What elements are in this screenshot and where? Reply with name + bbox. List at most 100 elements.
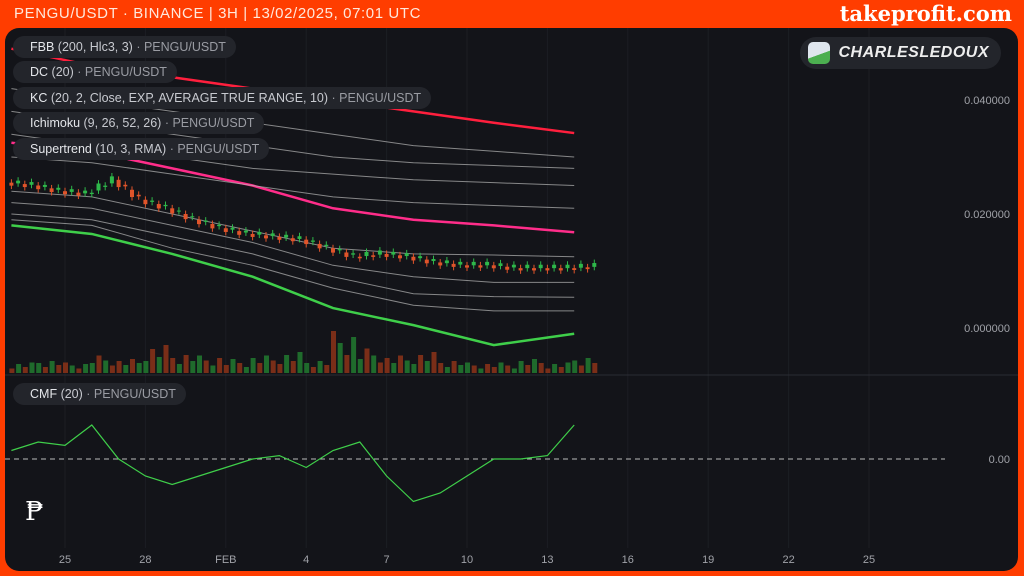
volume-bar [257,363,263,373]
x-tick-label: 22 [782,554,794,566]
volume-bar [431,352,437,373]
volume-bar [498,362,504,373]
legend-name: Ichimoku [30,116,81,130]
volume-bar [478,368,484,373]
candle-body [203,220,208,222]
price-tick-label: 0.000000 [964,323,1010,335]
volume-bar [277,364,283,373]
price-tick-label: 0.020000 [964,209,1010,221]
volume-bar [398,355,403,373]
volume-bar [532,359,537,373]
volume-bar [357,359,363,373]
volume-bar [404,360,410,373]
legend-kc[interactable]: KC (20, 2, Close, EXP, AVERAGE TRUE RANG… [13,87,432,109]
candle-body [136,194,141,197]
legend-params: (20, 2, Close, EXP, AVERAGE TRUE RANGE, … [50,91,329,105]
cmf-tick-label: 0.00 [989,454,1010,466]
volume-bar [42,367,48,373]
volume-bar [96,355,102,373]
candle-body [103,185,108,187]
volume-bar [384,358,390,373]
candle-body [465,265,469,268]
candle-body [552,264,557,269]
price-tick-label: 0.040000 [964,95,1010,107]
volume-bar [518,361,524,373]
candle-body [89,192,94,195]
candle-body [143,199,148,205]
chart-canvas[interactable]: 0.040000 0.020000 0.000000 0.00 25 28 FEB 4 7 10 1… [5,28,1018,571]
user-badge[interactable]: CHARLESLEDOUX [800,37,1001,69]
legend-symbol: · PENGU/USDT [86,387,176,401]
volume-bar [163,345,169,373]
volume-bar [310,367,316,373]
legend-symbol: · PENGU/USDT [331,91,422,105]
volume-bar [572,360,578,373]
candle-body [565,264,570,269]
volume-bar [89,363,95,373]
brand-logo[interactable]: takeprofit.com [839,1,1012,26]
legend-fbb[interactable]: FBB (200, Hlc3, 3) · PENGU/USDT [13,36,236,58]
legend-ichimoku[interactable]: Ichimoku (9, 26, 52, 26) · PENGU/USDT [13,112,265,134]
candle-body [558,268,563,271]
volume-bar [418,355,424,373]
legend-dc[interactable]: DC (20) · PENGU/USDT [13,61,177,83]
avatar [808,42,831,64]
x-tick-label: 25 [59,554,71,566]
volume-bar [391,363,397,373]
volume-bar [210,365,216,373]
volume-bar [377,362,383,373]
takeprofit-logo-icon: ₱ [25,497,43,527]
candle-body [324,244,329,247]
candle-body [518,268,523,271]
legend-params: (200, Hlc3, 3) [57,40,133,54]
x-tick-label: 4 [303,554,309,566]
chart-panel[interactable]: 0.040000 0.020000 0.000000 0.00 25 28 FEB 4 7 10 1… [5,28,1018,571]
candle-body [391,251,396,255]
volume-bar [103,360,109,373]
candle-body [344,252,349,257]
volume-bar [83,364,89,373]
band-line [11,224,575,347]
legend-symbol: · PENGU/USDT [77,65,167,79]
volume-bar [170,358,176,373]
candle-body [404,253,409,257]
candle-body [264,235,268,239]
candle-body [371,255,376,257]
volume-bar [223,365,229,373]
candle-body [478,265,483,268]
volume-bar [471,365,477,373]
volume-bar [371,355,377,373]
volume-bar [123,365,129,373]
volume-bar [63,362,68,373]
candle-body [592,263,597,267]
candle-body [431,259,436,262]
x-tick-label: 7 [384,554,390,566]
candle-body [150,200,155,202]
candle-body [532,268,536,271]
legend-symbol: · PENGU/USDT [169,142,260,156]
volume-bar [284,355,290,373]
candle-body [42,184,47,187]
volume-bar [143,361,149,373]
chart-header-title: PENGU/USDT · BINANCE | 3H | 13/02/2025, … [14,5,422,22]
volume-bar [250,358,256,373]
candle-body [243,230,248,233]
volume-bar [505,365,511,373]
candle-body [63,191,67,195]
volume-bar [424,361,430,373]
volume-bar [585,358,591,373]
volume-bar [485,364,491,373]
legend-cmf[interactable]: CMF (20) · PENGU/USDT [13,383,186,405]
volume-bar [411,364,417,373]
candle-body [451,263,456,267]
volume-bar [190,361,196,373]
volume-bar [458,365,464,373]
candle-body [304,239,309,245]
legend-params: (9, 26, 52, 26) [83,116,162,130]
candle-body [491,265,496,269]
legend-supertrend[interactable]: Supertrend (10, 3, RMA) · PENGU/USDT [13,138,270,160]
x-tick-label: 10 [461,554,473,566]
volume-bar [538,363,544,373]
legend-symbol: · PENGU/USDT [164,116,255,130]
volume-bar [217,358,223,373]
